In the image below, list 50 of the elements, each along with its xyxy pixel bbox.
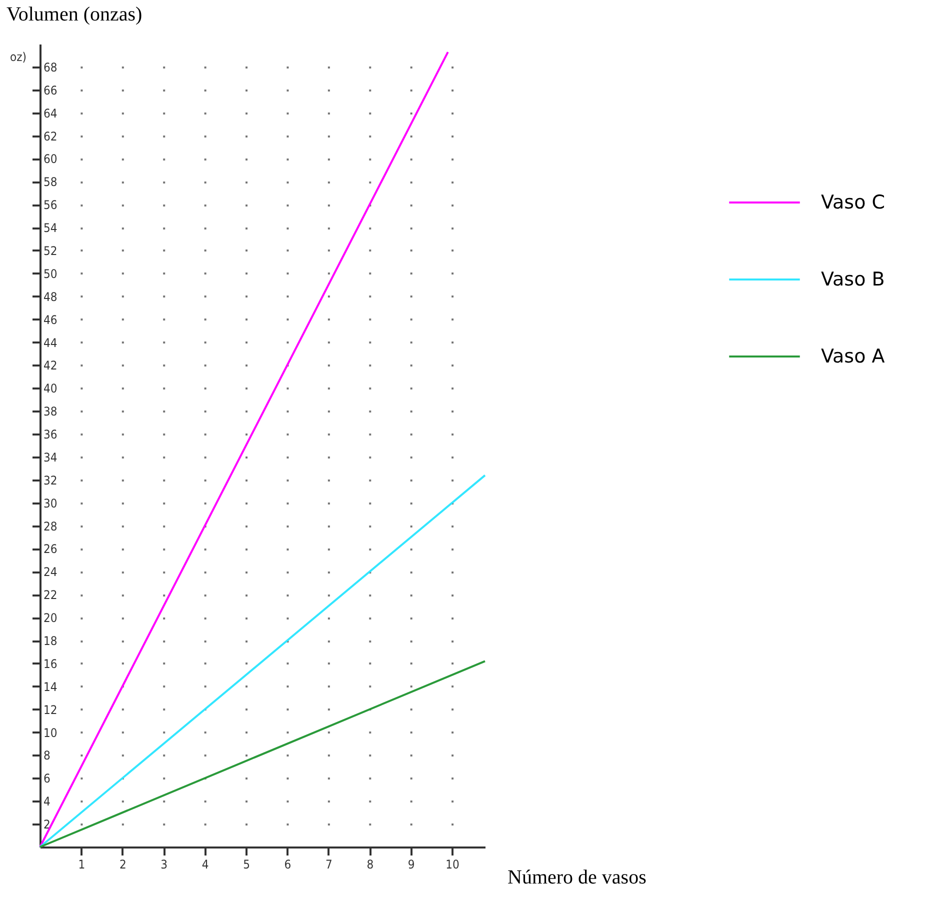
y-tick-label: 12 <box>44 702 58 717</box>
x-tick-label: 3 <box>160 858 168 872</box>
x-tick-label: 1 <box>78 858 86 872</box>
y-tick-label: 36 <box>44 428 58 442</box>
x-tick-label: 4 <box>202 858 209 872</box>
y-tick-label: 16 <box>44 656 58 671</box>
y-tick-label: 40 <box>44 382 58 396</box>
y-tick-label: 20 <box>44 611 58 626</box>
text: oz) <box>10 50 26 64</box>
x-tick-label: 7 <box>325 858 332 872</box>
y-tick-label: 48 <box>44 290 58 304</box>
y-tick-label: 58 <box>44 175 58 190</box>
y-tick-label: 18 <box>44 634 58 648</box>
legend-label: Vaso C <box>821 192 885 214</box>
x-tick-label: 6 <box>284 858 292 872</box>
x-axis-title: Número de vasos <box>508 866 647 888</box>
y-tick-label: 46 <box>44 312 58 327</box>
y-tick-label: 64 <box>44 106 58 120</box>
y-tick-label: 24 <box>44 565 58 580</box>
y-tick-label: 14 <box>44 680 58 694</box>
y-axis-title: Volumen (onzas) <box>6 4 142 26</box>
y-tick-label: 44 <box>44 336 58 350</box>
y-tick-label: 60 <box>44 152 58 166</box>
x-tick-label: 2 <box>119 858 126 872</box>
y-tick-label: 10 <box>44 726 58 740</box>
y-tick-label: 42 <box>44 358 58 373</box>
x-tick-label: 8 <box>366 858 374 872</box>
y-tick-label: 56 <box>44 198 58 212</box>
y-tick-label: 54 <box>44 221 58 236</box>
y-tick-label: 62 <box>44 129 58 144</box>
x-tick-label: 5 <box>243 858 250 872</box>
y-tick-label: 28 <box>44 519 58 534</box>
y-tick-label: 38 <box>44 404 58 419</box>
y-tick-label: 2 <box>44 818 50 832</box>
y-tick-label: 30 <box>44 496 58 510</box>
legend-label: Vaso B <box>821 268 885 290</box>
y-tick-label: 52 <box>44 244 58 258</box>
y-tick-label: 26 <box>44 542 58 556</box>
y-tick-label: 6 <box>44 772 50 786</box>
y-tick-label: 68 <box>44 60 58 74</box>
x-tick-label: 10 <box>446 858 460 872</box>
legend-label: Vaso A <box>821 346 885 368</box>
y-tick-label: 4 <box>44 794 50 809</box>
y-tick-label: 50 <box>44 266 58 281</box>
y-tick-label: 8 <box>44 748 50 763</box>
y-tick-label: 32 <box>44 473 58 488</box>
y-tick-label: 22 <box>44 588 58 602</box>
y-tick-label: 66 <box>44 83 58 98</box>
x-tick-label: 9 <box>408 858 415 872</box>
y-tick-label: 34 <box>44 450 58 464</box>
